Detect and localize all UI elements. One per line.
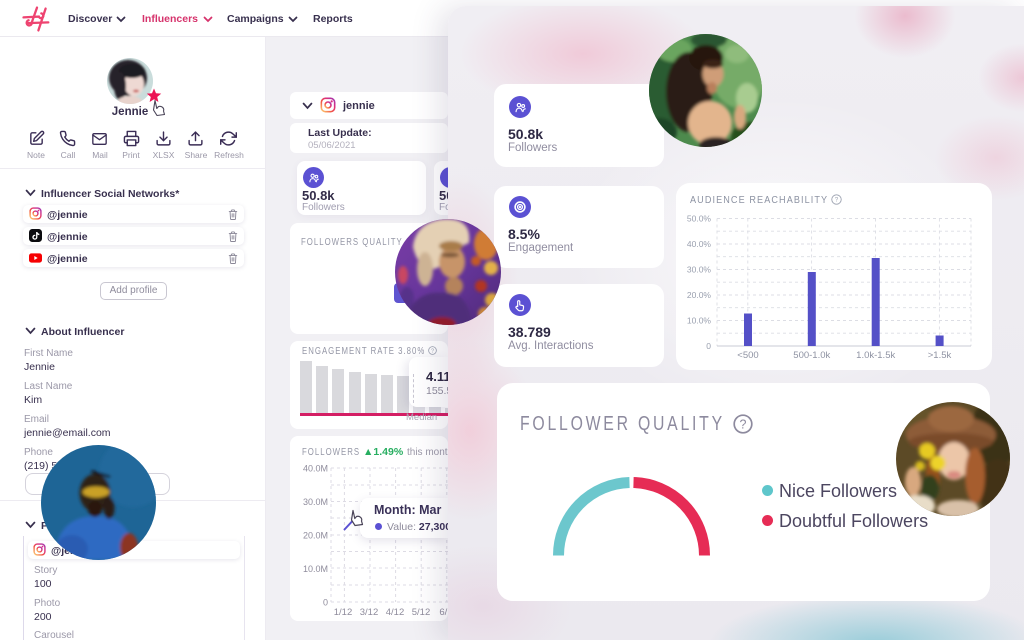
svg-text:50.0%: 50.0%	[687, 214, 712, 224]
svg-text:30.0%: 30.0%	[687, 265, 712, 275]
svg-text:40.0M: 40.0M	[303, 464, 328, 474]
svg-text:1.0k-1.5k: 1.0k-1.5k	[856, 350, 895, 361]
svg-text:30.0M: 30.0M	[303, 497, 328, 507]
svg-text:500-1.0k: 500-1.0k	[793, 350, 830, 361]
svg-text:?: ?	[740, 417, 747, 431]
svg-text:0: 0	[323, 598, 328, 608]
svg-text:1/12: 1/12	[334, 607, 353, 618]
svg-text:3/12: 3/12	[360, 607, 379, 618]
svg-text:0: 0	[706, 341, 711, 351]
svg-text:6/1: 6/1	[439, 607, 448, 618]
svg-text:?: ?	[835, 197, 839, 204]
svg-text:20.0M: 20.0M	[303, 531, 328, 541]
svg-text:10.0M: 10.0M	[303, 564, 328, 574]
svg-text:5/12: 5/12	[412, 607, 431, 618]
svg-text:40.0%: 40.0%	[687, 239, 712, 249]
svg-text:?: ?	[431, 349, 434, 355]
svg-text:10.0%: 10.0%	[687, 316, 712, 326]
svg-text:<500: <500	[737, 350, 758, 361]
svg-text:20.0%: 20.0%	[687, 290, 712, 300]
svg-text:4/12: 4/12	[386, 607, 405, 618]
svg-text:>1.5k: >1.5k	[928, 350, 952, 361]
